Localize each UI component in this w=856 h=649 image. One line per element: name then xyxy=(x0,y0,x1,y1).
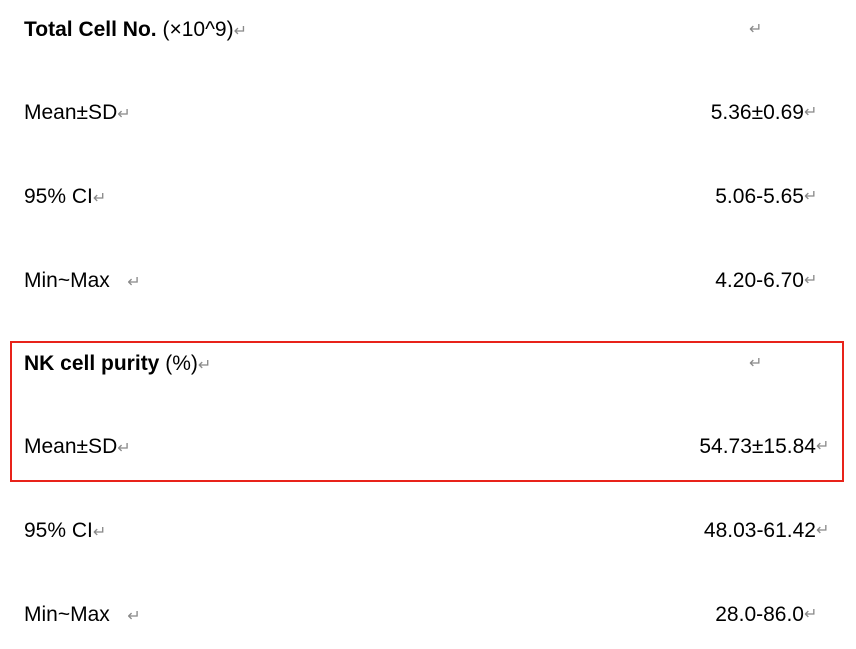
highlight-box xyxy=(10,341,844,482)
section-unit: (×10^9) xyxy=(156,18,234,41)
section-unit: (%) xyxy=(159,352,198,375)
table-row: Min~Max ↵ 4.20-6.70 ↵ xyxy=(0,266,856,296)
table-row: 95% CI↵ 5.06-5.65 ↵ xyxy=(0,182,856,212)
return-mark-icon: ↵ xyxy=(117,106,131,123)
row-value: 4.20-6.70 xyxy=(715,269,804,292)
return-mark-icon: ↵ xyxy=(127,608,141,625)
row-value: 54.73±15.84 xyxy=(699,435,816,458)
row-label: 95% CI xyxy=(24,519,93,542)
return-mark-icon: ↵ xyxy=(127,274,141,291)
return-mark-icon: ↵ xyxy=(804,188,818,205)
section-title: NK cell purity xyxy=(24,352,160,375)
table-row: Mean±SD↵ 5.36±0.69 ↵ xyxy=(0,98,856,128)
return-mark-icon: ↵ xyxy=(804,104,818,121)
row-label: Mean±SD xyxy=(24,435,118,458)
section-header-total-cell: Total Cell No. (×10^9)↵ ↵ xyxy=(0,15,856,45)
row-value: 5.36±0.69 xyxy=(710,101,804,124)
section-header-nk-purity: NK cell purity (%)↵ ↵ xyxy=(0,349,856,379)
return-mark-icon: ↵ xyxy=(804,606,818,623)
row-label: Min~Max xyxy=(24,603,128,626)
return-mark-icon: ↵ xyxy=(233,23,248,40)
return-mark-icon: ↵ xyxy=(197,357,212,374)
table-row: Mean±SD↵ 54.73±15.84 ↵ xyxy=(0,432,856,462)
return-mark-icon: ↵ xyxy=(749,21,763,38)
return-mark-icon: ↵ xyxy=(117,440,131,457)
row-label: 95% CI xyxy=(24,185,93,208)
row-value: 48.03-61.42 xyxy=(703,519,816,542)
return-mark-icon: ↵ xyxy=(804,272,818,289)
row-label: Mean±SD xyxy=(24,101,118,124)
return-mark-icon: ↵ xyxy=(816,438,830,455)
return-mark-icon: ↵ xyxy=(816,522,830,539)
table-row: 95% CI↵ 48.03-61.42 ↵ xyxy=(0,516,856,546)
row-label: Min~Max xyxy=(24,269,128,292)
section-title: Total Cell No. xyxy=(24,18,157,41)
row-value: 28.0-86.0 xyxy=(715,603,804,626)
return-mark-icon: ↵ xyxy=(749,355,763,372)
return-mark-icon: ↵ xyxy=(92,190,107,207)
row-value: 5.06-5.65 xyxy=(715,185,804,208)
return-mark-icon: ↵ xyxy=(92,524,107,541)
table-row: Min~Max ↵ 28.0-86.0 ↵ xyxy=(0,600,856,630)
